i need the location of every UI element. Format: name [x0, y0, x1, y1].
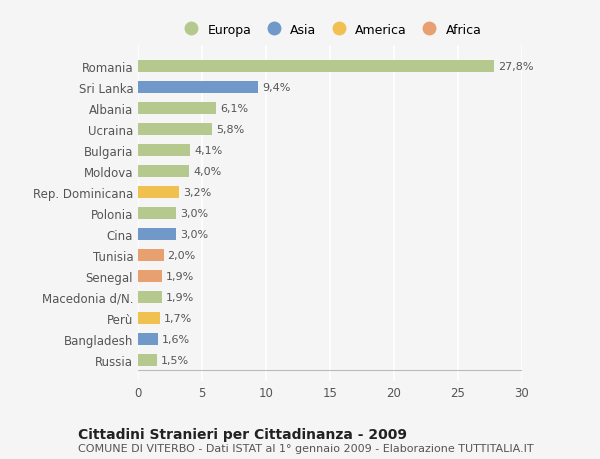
Bar: [138, 229, 176, 240]
Text: 27,8%: 27,8%: [497, 62, 533, 72]
Bar: [138, 145, 190, 157]
Bar: [138, 124, 212, 135]
Bar: [138, 187, 179, 198]
Text: 9,4%: 9,4%: [262, 83, 290, 93]
Bar: [138, 291, 163, 303]
Bar: [138, 207, 176, 219]
Bar: [138, 270, 163, 282]
Text: 3,2%: 3,2%: [183, 188, 211, 197]
Bar: [138, 166, 189, 177]
Text: 4,1%: 4,1%: [194, 146, 223, 156]
Text: 1,6%: 1,6%: [163, 334, 190, 344]
Text: Cittadini Stranieri per Cittadinanza - 2009: Cittadini Stranieri per Cittadinanza - 2…: [78, 427, 407, 441]
Bar: [138, 333, 158, 345]
Legend: Europa, Asia, America, Africa: Europa, Asia, America, Africa: [173, 19, 487, 42]
Text: 5,8%: 5,8%: [216, 125, 244, 134]
Text: 1,7%: 1,7%: [164, 313, 192, 323]
Text: 2,0%: 2,0%: [167, 250, 196, 260]
Text: 6,1%: 6,1%: [220, 104, 248, 114]
Bar: [138, 103, 216, 114]
Text: 3,0%: 3,0%: [180, 230, 208, 239]
Text: 1,5%: 1,5%: [161, 355, 189, 365]
Text: 1,9%: 1,9%: [166, 292, 194, 302]
Text: 1,9%: 1,9%: [166, 271, 194, 281]
Bar: [138, 354, 157, 366]
Bar: [138, 61, 494, 73]
Bar: [138, 82, 259, 94]
Text: 3,0%: 3,0%: [180, 208, 208, 218]
Text: COMUNE DI VITERBO - Dati ISTAT al 1° gennaio 2009 - Elaborazione TUTTITALIA.IT: COMUNE DI VITERBO - Dati ISTAT al 1° gen…: [78, 443, 533, 453]
Bar: [138, 313, 160, 324]
Bar: [138, 250, 164, 261]
Text: 4,0%: 4,0%: [193, 167, 221, 177]
